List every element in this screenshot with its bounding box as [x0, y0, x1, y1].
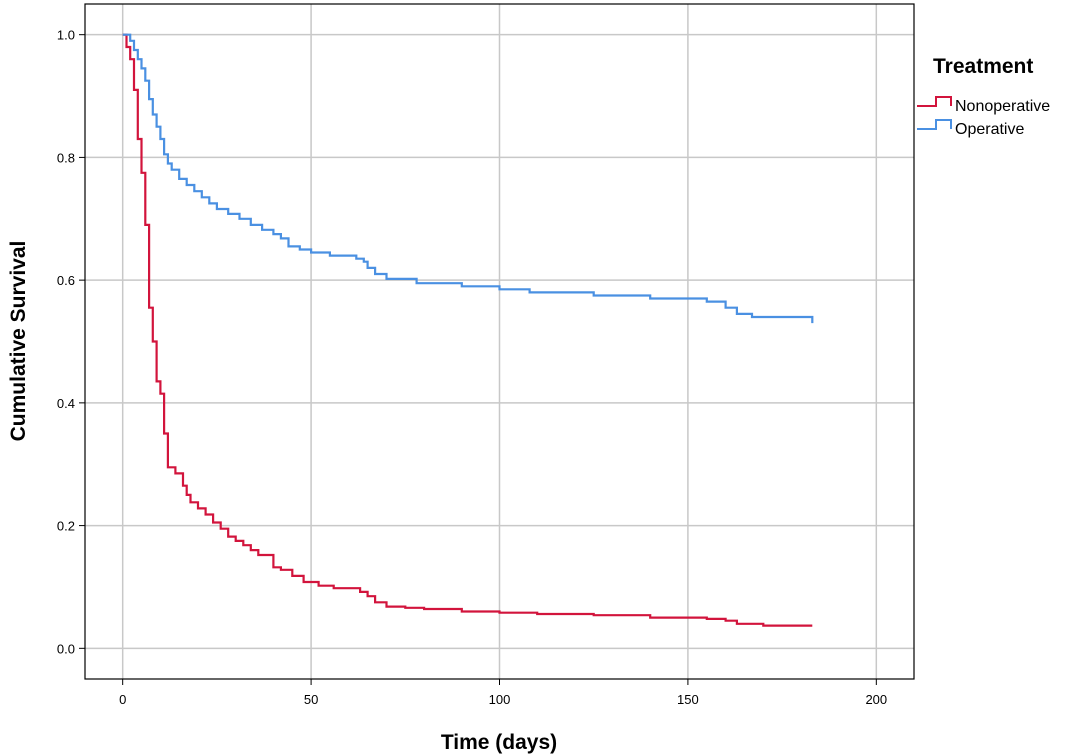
- x-tick-label: 50: [304, 692, 318, 707]
- series-line-operative: [122, 33, 814, 324]
- y-tick-label: 1.0: [57, 28, 75, 43]
- y-axis-title: Cumulative Survival: [7, 241, 30, 442]
- y-axis-ticks: 0.0 0.2 0.4 0.6 0.8 1.0: [57, 28, 85, 656]
- series-line-nonoperative: [122, 33, 813, 627]
- y-tick-label: 0.6: [57, 273, 75, 288]
- legend-title: Treatment: [933, 55, 1033, 78]
- grid-lines: [85, 4, 914, 679]
- x-tick-label: 0: [119, 692, 126, 707]
- y-tick-label: 0.8: [57, 150, 75, 165]
- x-tick-label: 150: [677, 692, 699, 707]
- legend-swatch-operative: [917, 119, 952, 130]
- legend-label-operative: Operative: [955, 121, 1024, 138]
- legend-label-nonoperative: Nonoperative: [955, 98, 1050, 115]
- y-tick-label: 0.2: [57, 519, 75, 534]
- x-tick-label: 200: [865, 692, 887, 707]
- y-tick-label: 0.0: [57, 641, 75, 656]
- legend-swatch-nonoperative: [917, 96, 952, 107]
- x-axis-title: Time (days): [441, 731, 557, 754]
- x-axis-ticks: 0 50 100 150 200: [119, 679, 887, 707]
- y-tick-label: 0.4: [57, 396, 75, 411]
- legend: Treatment Nonoperative Operative: [917, 55, 1050, 138]
- x-tick-label: 100: [489, 692, 511, 707]
- series-lines: [122, 33, 814, 627]
